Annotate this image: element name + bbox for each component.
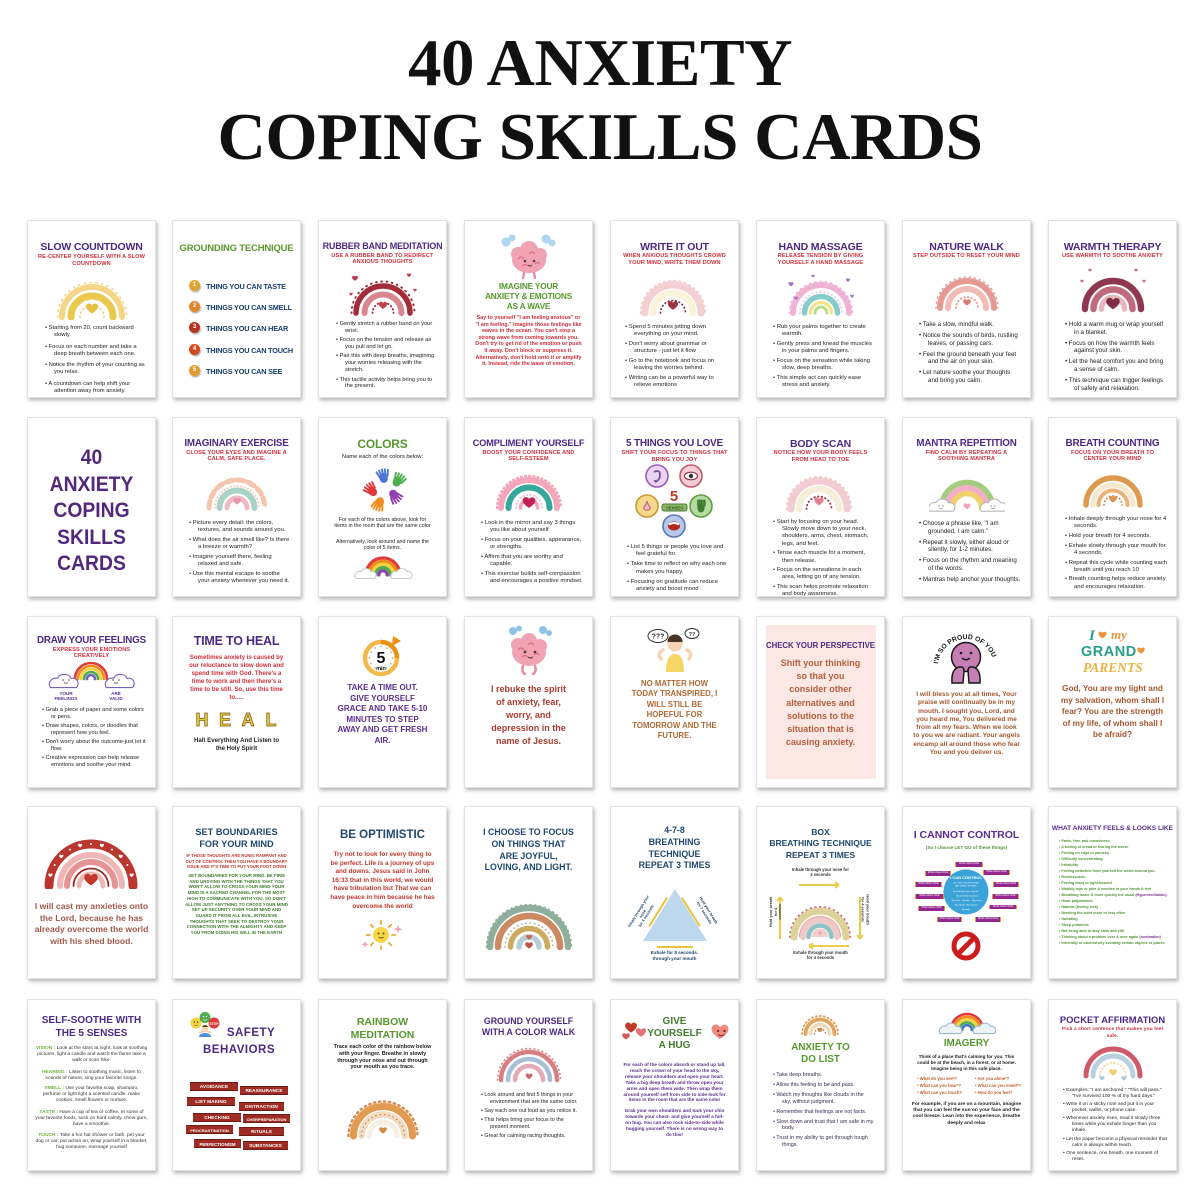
svg-text:min: min — [376, 666, 386, 672]
svg-text:E: E — [219, 710, 231, 730]
svg-text:AND DIRECT MY MIND: AND DIRECT MY MIND — [955, 885, 977, 888]
svg-text:My habits: My habits — [962, 908, 970, 911]
svg-text:My attitude: My attitude — [956, 895, 965, 898]
svg-text:SO I WILL FOCUS ON THIS: SO I WILL FOCUS ON THIS — [953, 883, 979, 885]
svg-text:5: 5 — [377, 650, 386, 667]
svg-text:My boundaries: My boundaries — [966, 895, 978, 898]
svg-text:FEELINGS: FEELINGS — [55, 696, 78, 701]
svg-text:L: L — [266, 710, 277, 730]
svg-text:PARENTS: PARENTS — [1083, 660, 1143, 675]
svg-text:5: 5 — [670, 488, 678, 505]
svg-text:I CAN CONTROL: I CAN CONTROL — [950, 875, 982, 880]
svg-text:???: ??? — [652, 634, 665, 641]
svg-text:SENSES: SENSES — [666, 506, 683, 511]
svg-text:My choices: My choices — [972, 900, 982, 902]
svg-text:ARE: ARE — [111, 691, 121, 696]
svg-text:My path: My path — [972, 890, 979, 893]
svg-text:YOUR: YOUR — [59, 691, 73, 696]
svg-text:My self-talk: My self-talk — [955, 904, 965, 907]
svg-text:My effort: My effort — [962, 899, 970, 902]
svg-text:My words: My words — [953, 890, 961, 893]
svg-text:my: my — [1111, 627, 1127, 642]
svg-text:??: ?? — [689, 632, 696, 638]
svg-text:My actions: My actions — [961, 890, 970, 893]
svg-text:GRAND: GRAND — [1081, 644, 1137, 660]
svg-text:My values: My values — [952, 900, 961, 902]
svg-text:VALID: VALID — [109, 696, 123, 701]
svg-text:My response: My response — [967, 904, 978, 907]
svg-text:I: I — [1088, 628, 1096, 644]
svg-text:STOP: STOP — [209, 1022, 219, 1026]
svg-text:H: H — [196, 710, 209, 730]
svg-text:A: A — [242, 710, 255, 730]
